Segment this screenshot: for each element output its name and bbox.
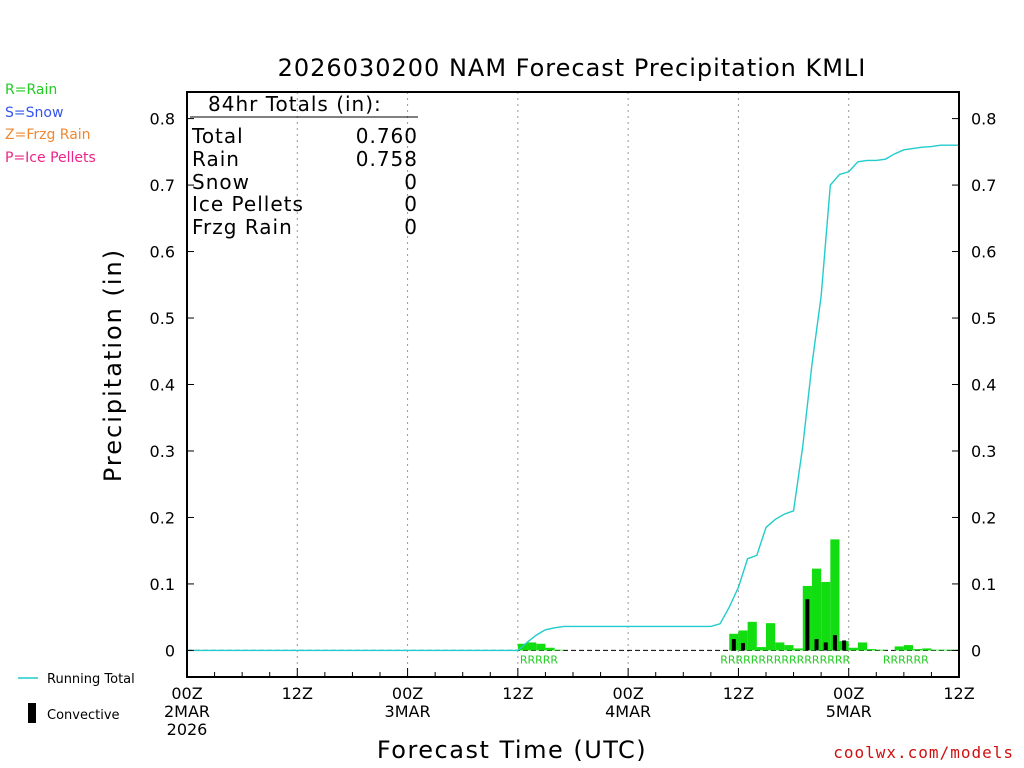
precip-bar — [922, 648, 932, 651]
totals-label-rain: Rain — [192, 147, 240, 171]
chart-title: 2026030200 NAM Forecast Precipitation KM… — [278, 54, 867, 82]
totals-value-rain: 0.758 — [356, 147, 418, 171]
convective-bars — [731, 599, 847, 651]
totals-box: 84hr Totals (in): Total 0.760 Rain 0.758… — [190, 92, 418, 239]
x-tick-label: 4MAR — [605, 702, 651, 721]
x-tick-label: 00Z — [392, 684, 423, 703]
y-axis-label: Precipitation (in) — [99, 248, 127, 482]
y-tick-label-left: 0.8 — [150, 110, 175, 129]
totals-label-total: Total — [191, 124, 244, 148]
precip-bar — [931, 649, 941, 651]
y-tick-label-left: 0.5 — [150, 309, 175, 328]
y-tick-label-right: 0.7 — [971, 176, 996, 195]
y-tick-label-right: 0.1 — [971, 575, 996, 594]
precip-bar — [903, 645, 914, 651]
convective-bar — [805, 599, 810, 651]
legend-rain: R=Rain — [5, 82, 58, 98]
precip-type-label: RRRRRR — [883, 653, 929, 666]
precip-bar — [857, 642, 868, 651]
y-tick-label-left: 0.3 — [150, 442, 175, 461]
precip-bar — [747, 621, 757, 651]
y-tick-label-right: 0.4 — [971, 376, 996, 395]
x-tick-label: 00Z — [171, 684, 202, 703]
convective-bar — [823, 642, 828, 651]
precip-bar — [913, 649, 923, 651]
precip-bar — [793, 648, 803, 651]
totals-value-ice-pellets: 0 — [404, 192, 418, 216]
x-tick-label: 5MAR — [826, 702, 872, 721]
legend-frzg-rain: Z=Frzg Rain — [5, 127, 91, 143]
totals-label-frzg-rain: Frzg Rain — [192, 215, 293, 239]
x-axis-label: Forecast Time (UTC) — [377, 736, 647, 764]
convective-bar — [842, 640, 847, 651]
precip-bar — [784, 645, 794, 651]
y-axis-left: 0 0.1 0.2 0.3 0.4 0.5 0.6 0.7 0.8 — [150, 110, 194, 660]
y-tick-label-right: 0.8 — [971, 110, 996, 129]
precip-bar — [848, 647, 858, 651]
precip-bar — [545, 647, 555, 651]
y-tick-label-right: 0.3 — [971, 442, 996, 461]
precip-type-label: RRRRRRRRRRRRRRRRR — [720, 653, 850, 666]
convective-bar — [731, 639, 736, 651]
convective-bar — [832, 635, 837, 651]
legend-convective-label: Convective — [47, 708, 120, 723]
y-tick-label-right: 0.6 — [971, 243, 996, 262]
x-tick-label: 12Z — [502, 684, 533, 703]
precip-bar — [811, 568, 822, 651]
y-tick-label-left: 0.1 — [150, 575, 175, 594]
plot-frame — [186, 91, 960, 678]
y-tick-label-right: 0.5 — [971, 309, 996, 328]
totals-value-snow: 0 — [404, 170, 418, 194]
x-tick-label: 12Z — [282, 684, 313, 703]
x-tick-label: 12Z — [723, 684, 754, 703]
totals-header: 84hr Totals (in): — [208, 92, 382, 116]
precip-bar — [554, 649, 564, 651]
precip-bar — [536, 643, 546, 651]
y-tick-label-left: 0.2 — [150, 508, 175, 527]
x-tick-label: 2026 — [167, 720, 208, 739]
running-total-line — [187, 144, 959, 652]
totals-label-snow: Snow — [192, 170, 250, 194]
y-axis-right: 0 0.1 0.2 0.3 0.4 0.5 0.6 0.7 0.8 — [952, 110, 996, 660]
y-tick-label-left: 0.6 — [150, 243, 175, 262]
precip-bar — [766, 623, 776, 651]
legend-ice-pellets: P=Ice Pellets — [5, 150, 96, 166]
x-tick-label: 3MAR — [385, 702, 431, 721]
convective-bar — [741, 643, 746, 651]
precip-type-label: RRRRR — [520, 653, 559, 666]
site-credit: coolwx.com/models — [833, 743, 1014, 762]
x-tick-label: 00Z — [833, 684, 864, 703]
y-tick-label-right: 0 — [971, 641, 981, 660]
y-tick-label-right: 0.2 — [971, 508, 996, 527]
precip-bar — [876, 649, 886, 651]
x-tick-label: 2MAR — [164, 702, 210, 721]
precip-bar — [940, 649, 950, 651]
x-tick-label: 00Z — [612, 684, 643, 703]
series-legend: Running Total Convective — [18, 672, 135, 723]
legend-snow: S=Snow — [5, 105, 64, 121]
precip-bar — [894, 646, 904, 651]
totals-value-frzg-rain: 0 — [404, 215, 418, 239]
totals-label-ice-pellets: Ice Pellets — [192, 192, 304, 216]
precip-bar — [867, 649, 877, 651]
totals-value-total: 0.760 — [356, 124, 418, 148]
precip-type-labels: RRRRR RRRRRRRRRRRRRRRRR RRRRRR — [520, 653, 929, 666]
precip-bar — [527, 642, 537, 651]
legend-convective-swatch — [28, 703, 36, 723]
precip-bar — [756, 647, 766, 651]
precip-bar — [738, 630, 748, 651]
precip-bar — [830, 539, 840, 651]
x-tick-label: 12Z — [943, 684, 974, 703]
precip-bar — [821, 581, 831, 651]
y-tick-label-left: 0.4 — [150, 376, 175, 395]
y-tick-label-left: 0 — [165, 641, 175, 660]
precip-bar — [775, 642, 785, 651]
legend-running-total-label: Running Total — [47, 672, 135, 687]
y-tick-label-left: 0.7 — [150, 176, 175, 195]
convective-bar — [814, 639, 819, 651]
grid-lines — [296, 92, 850, 677]
precip-bars — [517, 539, 959, 651]
